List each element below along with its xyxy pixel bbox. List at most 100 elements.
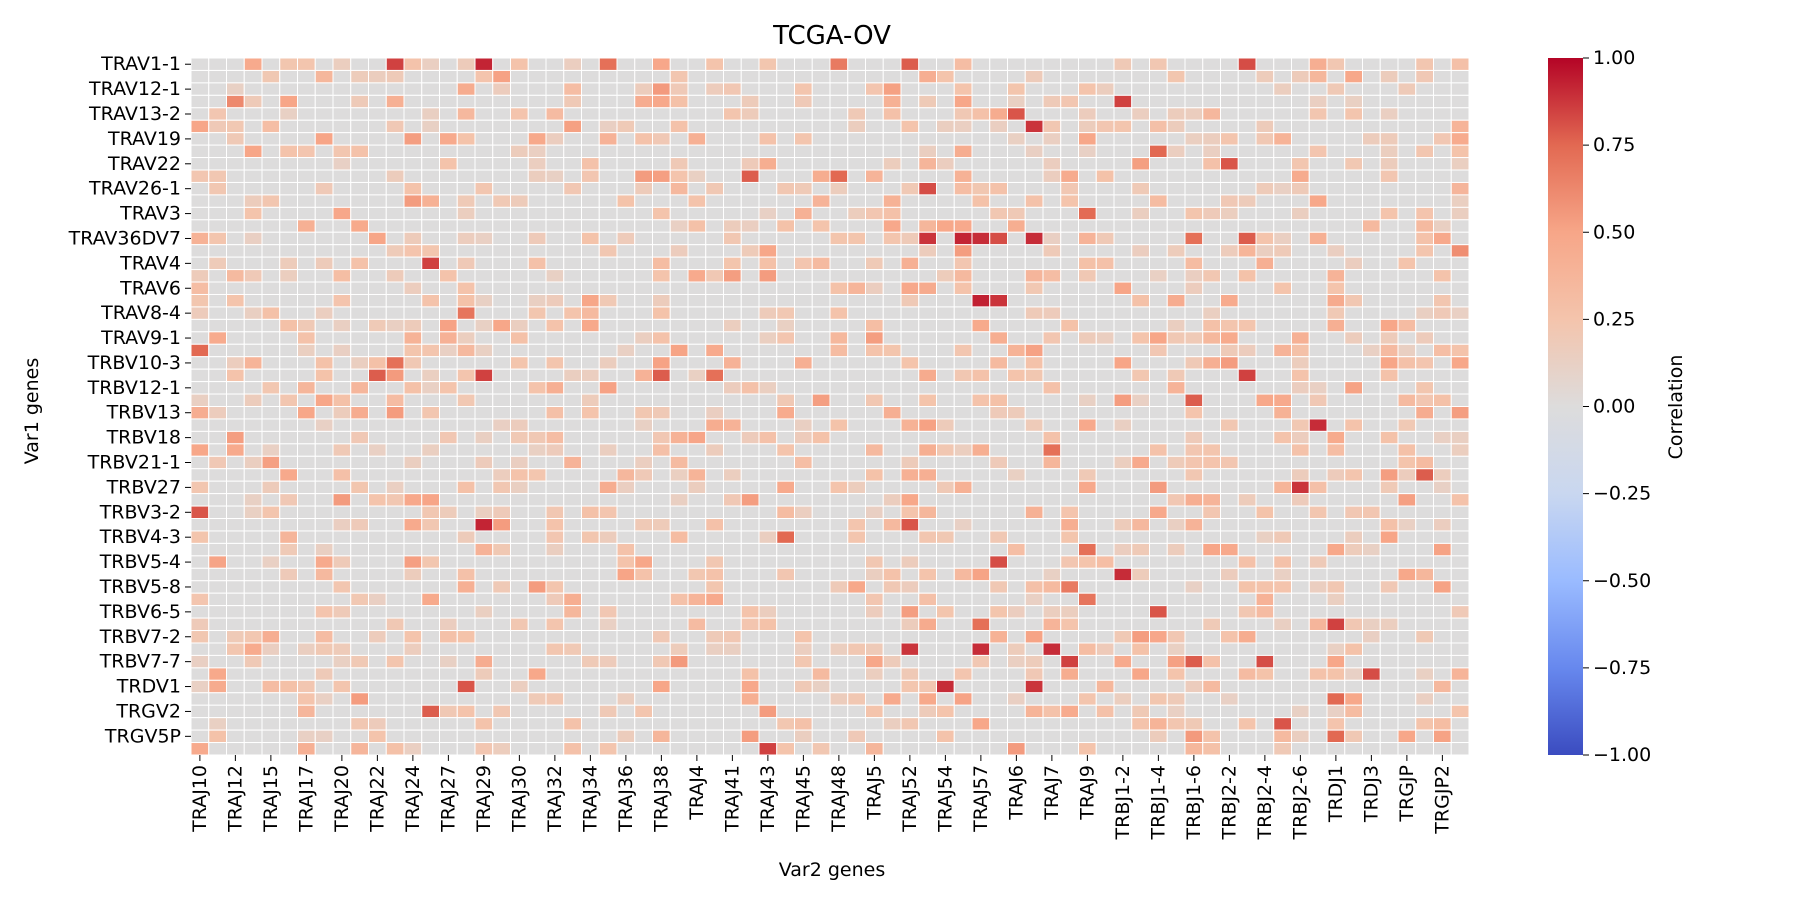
heatmap-cell <box>385 82 405 96</box>
heatmap-cell <box>368 679 387 694</box>
heatmap-cell <box>669 157 689 171</box>
heatmap-cell <box>208 169 227 183</box>
heatmap-cell <box>918 281 937 295</box>
heatmap-cell <box>226 393 245 407</box>
heatmap-cell <box>279 580 298 594</box>
heatmap-cell <box>811 580 831 594</box>
heatmap-cell <box>403 281 423 295</box>
heatmap-cell <box>545 630 565 644</box>
heatmap-cell <box>794 293 813 308</box>
heatmap-cell <box>900 144 920 159</box>
heatmap-cell <box>598 306 618 320</box>
heatmap-cell <box>190 94 210 109</box>
heatmap-cell <box>776 306 795 320</box>
heatmap-cell <box>1149 592 1168 607</box>
heatmap-cell <box>1095 580 1115 594</box>
heatmap-cell <box>687 430 707 445</box>
heatmap-cell <box>1149 642 1168 656</box>
heatmap-cell <box>1166 692 1186 706</box>
heatmap-cell <box>1131 518 1150 532</box>
heatmap-cell <box>261 269 281 283</box>
heatmap-cell <box>1308 194 1328 208</box>
heatmap-cell <box>1024 293 1044 308</box>
heatmap-cell <box>1326 256 1346 271</box>
heatmap-cell <box>1308 555 1328 569</box>
heatmap-cell <box>794 580 813 594</box>
heatmap-cell <box>900 406 920 420</box>
heatmap-cell <box>1397 542 1417 557</box>
heatmap-cell <box>1415 256 1434 271</box>
heatmap-cell <box>1042 667 1062 681</box>
heatmap-cell <box>297 57 316 71</box>
heatmap-cell <box>652 555 671 569</box>
heatmap-cell <box>527 244 547 258</box>
heatmap-cell <box>208 443 227 457</box>
heatmap-cell <box>527 331 547 345</box>
heatmap-cell <box>829 144 849 159</box>
heatmap-cell <box>297 567 316 582</box>
heatmap-cell <box>705 107 724 121</box>
heatmap-cell <box>865 331 884 345</box>
heatmap-cell <box>1166 231 1186 246</box>
heatmap-cell <box>527 555 547 569</box>
heatmap-cell <box>1255 742 1275 756</box>
heatmap-cell <box>314 293 334 308</box>
heatmap-cell <box>1433 530 1452 544</box>
heatmap-cell <box>1113 455 1133 470</box>
heatmap-cell <box>1415 480 1434 495</box>
heatmap-cell <box>598 281 618 295</box>
y-tick-label: TRBV10-3 <box>87 352 181 374</box>
heatmap-cell <box>456 57 476 71</box>
heatmap-cell <box>811 132 831 146</box>
heatmap-cell <box>190 580 210 594</box>
heatmap-cell <box>421 181 440 196</box>
heatmap-cell <box>652 518 671 532</box>
heatmap-cell <box>953 381 973 395</box>
heatmap-cell <box>811 518 831 532</box>
heatmap-cell <box>1131 94 1150 109</box>
heatmap-cell <box>758 406 778 420</box>
heatmap-cell <box>1433 144 1452 159</box>
heatmap-cell <box>226 605 245 619</box>
heatmap-cell <box>1095 343 1115 358</box>
heatmap-cell <box>1433 542 1452 557</box>
heatmap-cell <box>1131 679 1150 694</box>
heatmap-cell <box>634 679 653 694</box>
heatmap-cell <box>652 455 671 470</box>
heatmap-cell <box>598 418 618 432</box>
heatmap-cell <box>581 580 600 594</box>
heatmap-cell <box>421 231 440 246</box>
heatmap-cell <box>616 530 636 544</box>
heatmap-cell <box>1308 729 1328 744</box>
heatmap-cell <box>936 518 955 532</box>
heatmap-cell <box>1166 418 1186 432</box>
heatmap-cell <box>1131 493 1150 507</box>
heatmap-cell <box>261 729 281 744</box>
heatmap-cell <box>421 679 440 694</box>
heatmap-cell <box>1131 144 1150 159</box>
heatmap-cell <box>1007 430 1026 445</box>
heatmap-cell <box>208 393 227 407</box>
heatmap-cell <box>1113 667 1133 681</box>
heatmap-cell <box>368 443 387 457</box>
x-tick-label: TRAJ17 <box>295 765 317 833</box>
heatmap-cell <box>971 455 991 470</box>
heatmap-cell <box>1273 642 1292 656</box>
heatmap-cell <box>1379 94 1399 109</box>
heatmap-cell <box>811 331 831 345</box>
heatmap-cell <box>332 219 352 233</box>
heatmap-cell <box>1113 468 1133 482</box>
heatmap-cell <box>687 331 707 345</box>
heatmap-cell <box>190 592 210 607</box>
heatmap-cell <box>1379 505 1399 520</box>
heatmap-cell <box>811 318 831 333</box>
heatmap-cell <box>740 293 760 308</box>
heatmap-cell <box>1131 406 1150 420</box>
heatmap-cell <box>510 455 529 470</box>
heatmap-cell <box>882 144 902 159</box>
heatmap-cell <box>332 318 352 333</box>
heatmap-cell <box>1291 57 1310 71</box>
heatmap-cell <box>776 281 795 295</box>
heatmap-cell <box>243 119 263 134</box>
heatmap-cell <box>1291 69 1310 84</box>
